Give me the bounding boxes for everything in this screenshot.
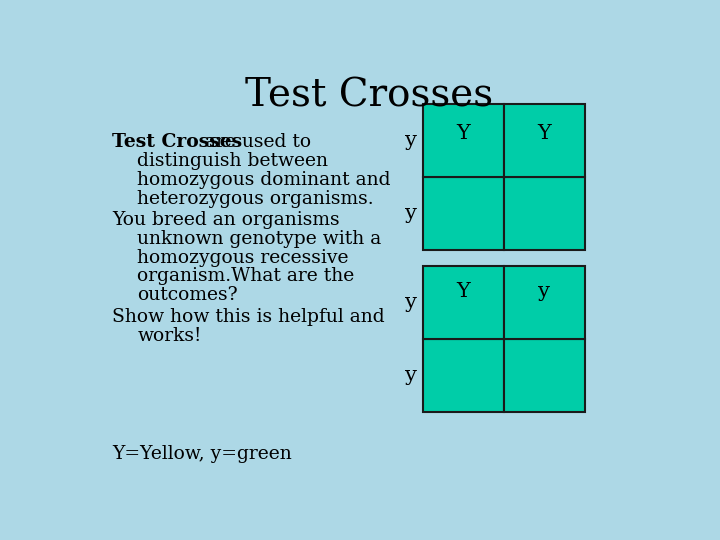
Text: Y: Y bbox=[456, 124, 470, 143]
Text: Y: Y bbox=[538, 124, 552, 143]
Text: Show how this is helpful and: Show how this is helpful and bbox=[112, 308, 385, 326]
Text: organism.What are the: organism.What are the bbox=[138, 267, 355, 285]
Text: y: y bbox=[405, 293, 417, 312]
Text: Y: Y bbox=[456, 282, 470, 301]
Text: outcomes?: outcomes? bbox=[138, 286, 238, 304]
Bar bbox=[423, 177, 504, 250]
Text: homozygous dominant and: homozygous dominant and bbox=[138, 171, 391, 189]
Bar bbox=[504, 266, 585, 339]
Text: Y=Yellow, y=green: Y=Yellow, y=green bbox=[112, 446, 292, 463]
Bar bbox=[504, 339, 585, 412]
Text: You breed an organisms: You breed an organisms bbox=[112, 211, 340, 229]
Bar bbox=[423, 339, 504, 412]
Text: unknown genotype with a: unknown genotype with a bbox=[138, 230, 382, 248]
Text: are used to: are used to bbox=[199, 133, 311, 151]
Text: y: y bbox=[405, 131, 417, 150]
Text: y: y bbox=[405, 366, 417, 385]
Text: y: y bbox=[539, 282, 551, 301]
Text: works!: works! bbox=[138, 327, 202, 345]
Bar bbox=[504, 104, 585, 177]
Text: distinguish between: distinguish between bbox=[138, 152, 328, 170]
Bar bbox=[423, 266, 504, 339]
Bar bbox=[504, 177, 585, 250]
Text: Test Crosses: Test Crosses bbox=[245, 77, 493, 114]
Text: homozygous recessive: homozygous recessive bbox=[138, 248, 349, 267]
Text: heterozygous organisms.: heterozygous organisms. bbox=[138, 190, 374, 207]
Text: Test Crosses: Test Crosses bbox=[112, 133, 243, 151]
Text: y: y bbox=[405, 204, 417, 223]
Bar bbox=[423, 104, 504, 177]
